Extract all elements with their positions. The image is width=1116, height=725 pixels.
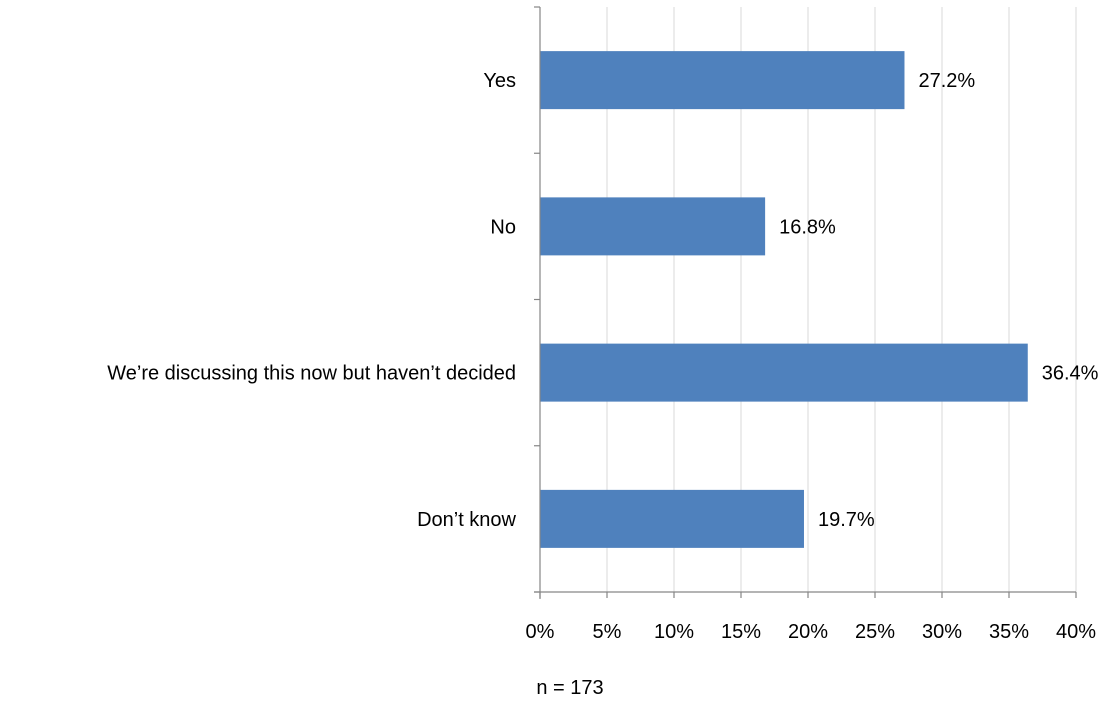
sample-size-note: n = 173	[536, 677, 603, 699]
category-labels: Yes No We’re discussing this now but haven…	[107, 70, 516, 531]
x-tick-label: 20%	[788, 621, 828, 643]
axes	[534, 6, 1077, 599]
category-label: No	[490, 216, 516, 238]
value-label: 16.8%	[779, 216, 836, 238]
x-tick-labels: 0% 5% 10% 15% 20% 25% 30% 35% 40%	[526, 621, 1097, 643]
bar	[540, 343, 1028, 402]
value-labels: 27.2% 16.8% 36.4% 19.7%	[779, 70, 1099, 531]
value-label: 27.2%	[918, 70, 975, 92]
x-tick-label: 0%	[526, 621, 555, 643]
x-tick-label: 40%	[1056, 621, 1096, 643]
x-tick-label: 5%	[593, 621, 622, 643]
category-label: We’re discussing this now but haven’t de…	[107, 363, 516, 385]
x-tick-label: 25%	[855, 621, 895, 643]
bar	[540, 51, 905, 110]
x-tick-label: 35%	[989, 621, 1029, 643]
bar	[540, 197, 766, 256]
value-label: 36.4%	[1042, 363, 1099, 385]
category-label: Don’t know	[417, 509, 516, 531]
x-tick-label: 10%	[654, 621, 694, 643]
category-label: Yes	[483, 70, 516, 92]
bar	[540, 489, 804, 548]
bars	[540, 51, 1028, 548]
x-tick-label: 30%	[922, 621, 962, 643]
value-label: 19.7%	[818, 509, 875, 531]
x-tick-label: 15%	[721, 621, 761, 643]
